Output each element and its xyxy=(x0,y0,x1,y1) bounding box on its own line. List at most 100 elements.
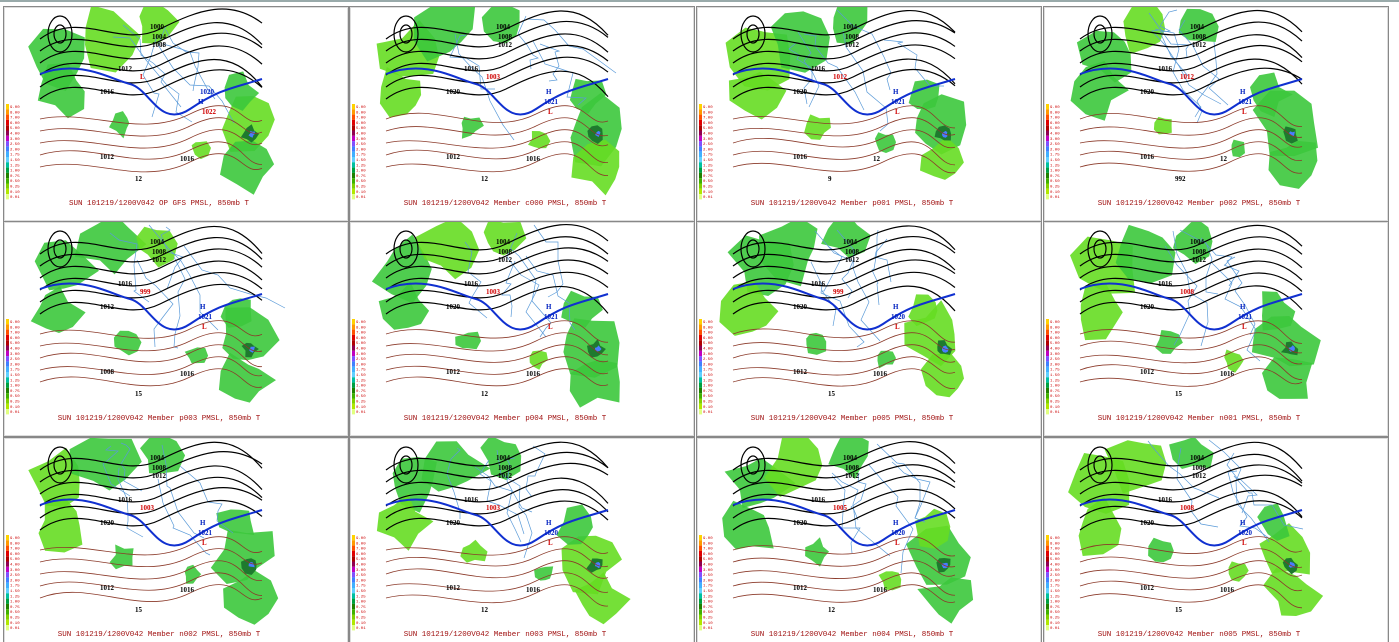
precip-area xyxy=(220,140,275,195)
precip-area xyxy=(379,67,422,118)
legend-label: 6.00 xyxy=(703,337,713,341)
legend-swatch xyxy=(6,114,9,120)
precip-area xyxy=(30,286,86,333)
map-label: H xyxy=(546,519,552,527)
panel-caption: SUN 101219/1200V042 Member n002 PMSL, 85… xyxy=(58,631,261,639)
legend-swatch xyxy=(6,361,9,367)
panel-caption: SUN 101219/1200V042 Member p003 PMSL, 85… xyxy=(58,415,261,423)
legend-swatch xyxy=(352,188,355,195)
isobar xyxy=(732,32,956,64)
legend-label: 6.00 xyxy=(1050,337,1060,341)
isobar xyxy=(1079,236,1303,267)
legend-label: 1.25 xyxy=(1050,164,1060,168)
map-label: 1012 xyxy=(1140,368,1155,376)
map-panel: 1004 1008 1012 1016 1020 H 1020 L 1003 1012 1016 12… xyxy=(349,437,695,642)
legend-swatch xyxy=(6,157,9,163)
legend-swatch xyxy=(1046,157,1049,163)
legend-swatch xyxy=(699,382,702,388)
legend-swatch xyxy=(1046,319,1049,325)
temp-contour xyxy=(732,356,956,376)
legend-label: 0.25 xyxy=(1050,401,1060,405)
border-line xyxy=(1159,9,1189,77)
legend-swatch xyxy=(699,135,702,142)
map-label: 1012 xyxy=(100,153,115,161)
map-panel: 1004 1008 1012 1016 1020 H 1021 L 1012 1016 12 9 9.0… xyxy=(696,6,1042,222)
map-label: 1012 xyxy=(845,256,860,264)
legend-swatch xyxy=(699,556,702,562)
legend-swatch xyxy=(1046,194,1049,200)
legend-swatch xyxy=(1046,329,1049,335)
legend-swatch xyxy=(6,366,9,372)
legend-label: 5.00 xyxy=(703,342,713,346)
legend-label: 4.00 xyxy=(356,348,366,352)
legend-label: 1.00 xyxy=(356,601,366,605)
legend-label: 0.10 xyxy=(1050,406,1060,410)
precip-area xyxy=(455,331,481,350)
legend-label: 5.00 xyxy=(356,342,366,346)
map-label: L xyxy=(548,108,553,116)
legend-swatch xyxy=(699,334,702,341)
map-label: L xyxy=(202,323,207,331)
legend-label: 0.50 xyxy=(1050,180,1060,184)
map-panel: 1004 1008 1012 1016 1020 H 1021 L 1003 1012 1016 15… xyxy=(3,437,349,642)
legend-label: 9.00 xyxy=(356,537,366,541)
border-line xyxy=(525,255,576,331)
legend-label: 1.25 xyxy=(1050,595,1060,599)
legend-swatch xyxy=(699,162,702,168)
legend-swatch xyxy=(6,135,9,142)
isobar xyxy=(385,489,609,519)
legend-swatch xyxy=(6,340,9,346)
legend-swatch xyxy=(352,151,355,157)
legend-label: 1.25 xyxy=(703,164,713,168)
legend-swatch xyxy=(352,183,355,189)
legend-swatch xyxy=(1046,141,1049,147)
legend-swatch xyxy=(1046,377,1049,383)
legend-swatch xyxy=(1046,614,1049,620)
legend-swatch xyxy=(6,350,9,357)
freezing-line xyxy=(1079,282,1303,331)
legend-label: 1.00 xyxy=(10,385,20,389)
legend-label: 9.00 xyxy=(1050,537,1060,541)
precip-area xyxy=(1231,139,1245,158)
legend-label: 5.00 xyxy=(10,127,20,131)
legend-swatch xyxy=(1046,130,1049,136)
temp-contour xyxy=(385,584,609,607)
legend-label: 1.50 xyxy=(10,159,20,163)
map-label: 999 xyxy=(833,288,844,296)
precip-area xyxy=(220,298,252,328)
temp-contour xyxy=(385,560,609,579)
freezing-line xyxy=(39,67,263,116)
isobar xyxy=(385,10,609,40)
border-line xyxy=(1147,440,1220,499)
map-label: 1012 xyxy=(833,73,848,81)
legend-label: 2.00 xyxy=(703,363,713,367)
legend-swatch xyxy=(699,340,702,346)
legend-swatch xyxy=(1046,361,1049,367)
map-label: 1020 xyxy=(446,88,461,96)
map-label: 1020 xyxy=(200,88,215,96)
map-label: H xyxy=(893,519,899,527)
legend-swatch xyxy=(352,377,355,383)
legend-swatch xyxy=(699,561,702,567)
legend-label: 0.75 xyxy=(1050,390,1060,394)
temp-contour xyxy=(385,141,609,163)
legend-swatch xyxy=(6,141,9,147)
legend-swatch xyxy=(352,609,355,615)
legend-swatch xyxy=(6,614,9,620)
isobar xyxy=(732,20,956,52)
legend-label: 2.50 xyxy=(703,574,713,578)
legend-swatch xyxy=(6,403,9,410)
legend-label: 5.00 xyxy=(703,558,713,562)
precip-area xyxy=(1262,357,1313,399)
border-line xyxy=(836,229,881,342)
panel-caption: SUN 101219/1200V042 Member n003 PMSL, 85… xyxy=(404,631,607,639)
legend-swatch xyxy=(699,183,702,189)
legend-swatch xyxy=(352,409,355,415)
map-label: 1004 xyxy=(496,454,511,462)
legend-swatch xyxy=(699,188,702,195)
map-label: 1016 xyxy=(118,280,133,288)
precip-area xyxy=(1262,291,1296,331)
isobar xyxy=(732,464,956,495)
map-label: 1016 xyxy=(526,155,541,163)
